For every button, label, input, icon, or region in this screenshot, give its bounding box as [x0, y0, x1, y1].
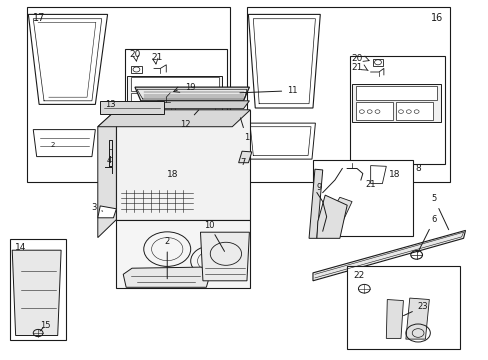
Bar [395, 102, 432, 120]
Text: 19: 19 [184, 83, 195, 91]
Bar [349, 56, 444, 164]
Bar [355, 102, 392, 120]
Bar [10, 239, 66, 340]
Text: 4: 4 [106, 156, 112, 165]
Text: 8: 8 [415, 164, 421, 173]
Bar [175, 93, 215, 112]
Text: 9: 9 [316, 184, 322, 192]
Polygon shape [116, 220, 250, 288]
Polygon shape [246, 123, 315, 159]
Text: 16: 16 [430, 13, 443, 23]
Polygon shape [248, 14, 320, 108]
Polygon shape [100, 101, 163, 114]
Text: 2: 2 [164, 238, 169, 279]
Text: 21: 21 [365, 180, 375, 189]
Bar [355, 86, 436, 100]
Polygon shape [308, 169, 322, 238]
Polygon shape [157, 101, 249, 109]
Text: 11: 11 [240, 86, 297, 95]
Text: 23: 23 [403, 302, 427, 316]
Polygon shape [370, 166, 386, 184]
Text: 7: 7 [240, 158, 245, 167]
Bar [124, 49, 227, 164]
Polygon shape [312, 230, 465, 281]
Polygon shape [405, 298, 428, 339]
Bar [131, 77, 219, 91]
Polygon shape [326, 197, 351, 222]
Text: 10: 10 [203, 220, 224, 251]
Text: 18: 18 [387, 170, 399, 179]
Polygon shape [28, 14, 107, 104]
Polygon shape [12, 250, 61, 336]
Text: 21: 21 [350, 63, 362, 72]
Text: 18: 18 [167, 170, 179, 179]
Bar [246, 7, 449, 182]
Polygon shape [98, 110, 250, 127]
Text: 20: 20 [350, 54, 362, 63]
Polygon shape [98, 206, 116, 218]
Text: 15: 15 [40, 321, 50, 331]
Bar [372, 59, 383, 66]
Text: 22: 22 [352, 271, 364, 280]
Text: 21: 21 [151, 53, 163, 62]
Bar [351, 84, 440, 122]
Text: 6: 6 [417, 215, 436, 252]
Bar [312, 160, 412, 236]
Polygon shape [316, 195, 346, 238]
Text: 12: 12 [180, 110, 198, 129]
Text: 2: 2 [51, 142, 55, 148]
Text: 3: 3 [91, 202, 102, 211]
Text: 5: 5 [431, 194, 448, 230]
Polygon shape [386, 300, 403, 338]
Polygon shape [98, 110, 116, 238]
Text: 13: 13 [105, 100, 116, 109]
Bar [131, 66, 142, 73]
Bar [27, 7, 229, 182]
Polygon shape [135, 87, 249, 101]
Bar [127, 76, 222, 115]
Text: 20: 20 [129, 50, 141, 59]
Text: 14: 14 [15, 243, 26, 252]
Bar [346, 266, 459, 349]
Bar [131, 93, 171, 112]
Polygon shape [116, 110, 250, 220]
Polygon shape [33, 130, 95, 157]
Polygon shape [200, 232, 249, 281]
Polygon shape [238, 151, 251, 163]
Text: 1: 1 [240, 118, 248, 142]
Text: 17: 17 [33, 13, 45, 23]
Polygon shape [123, 267, 210, 287]
